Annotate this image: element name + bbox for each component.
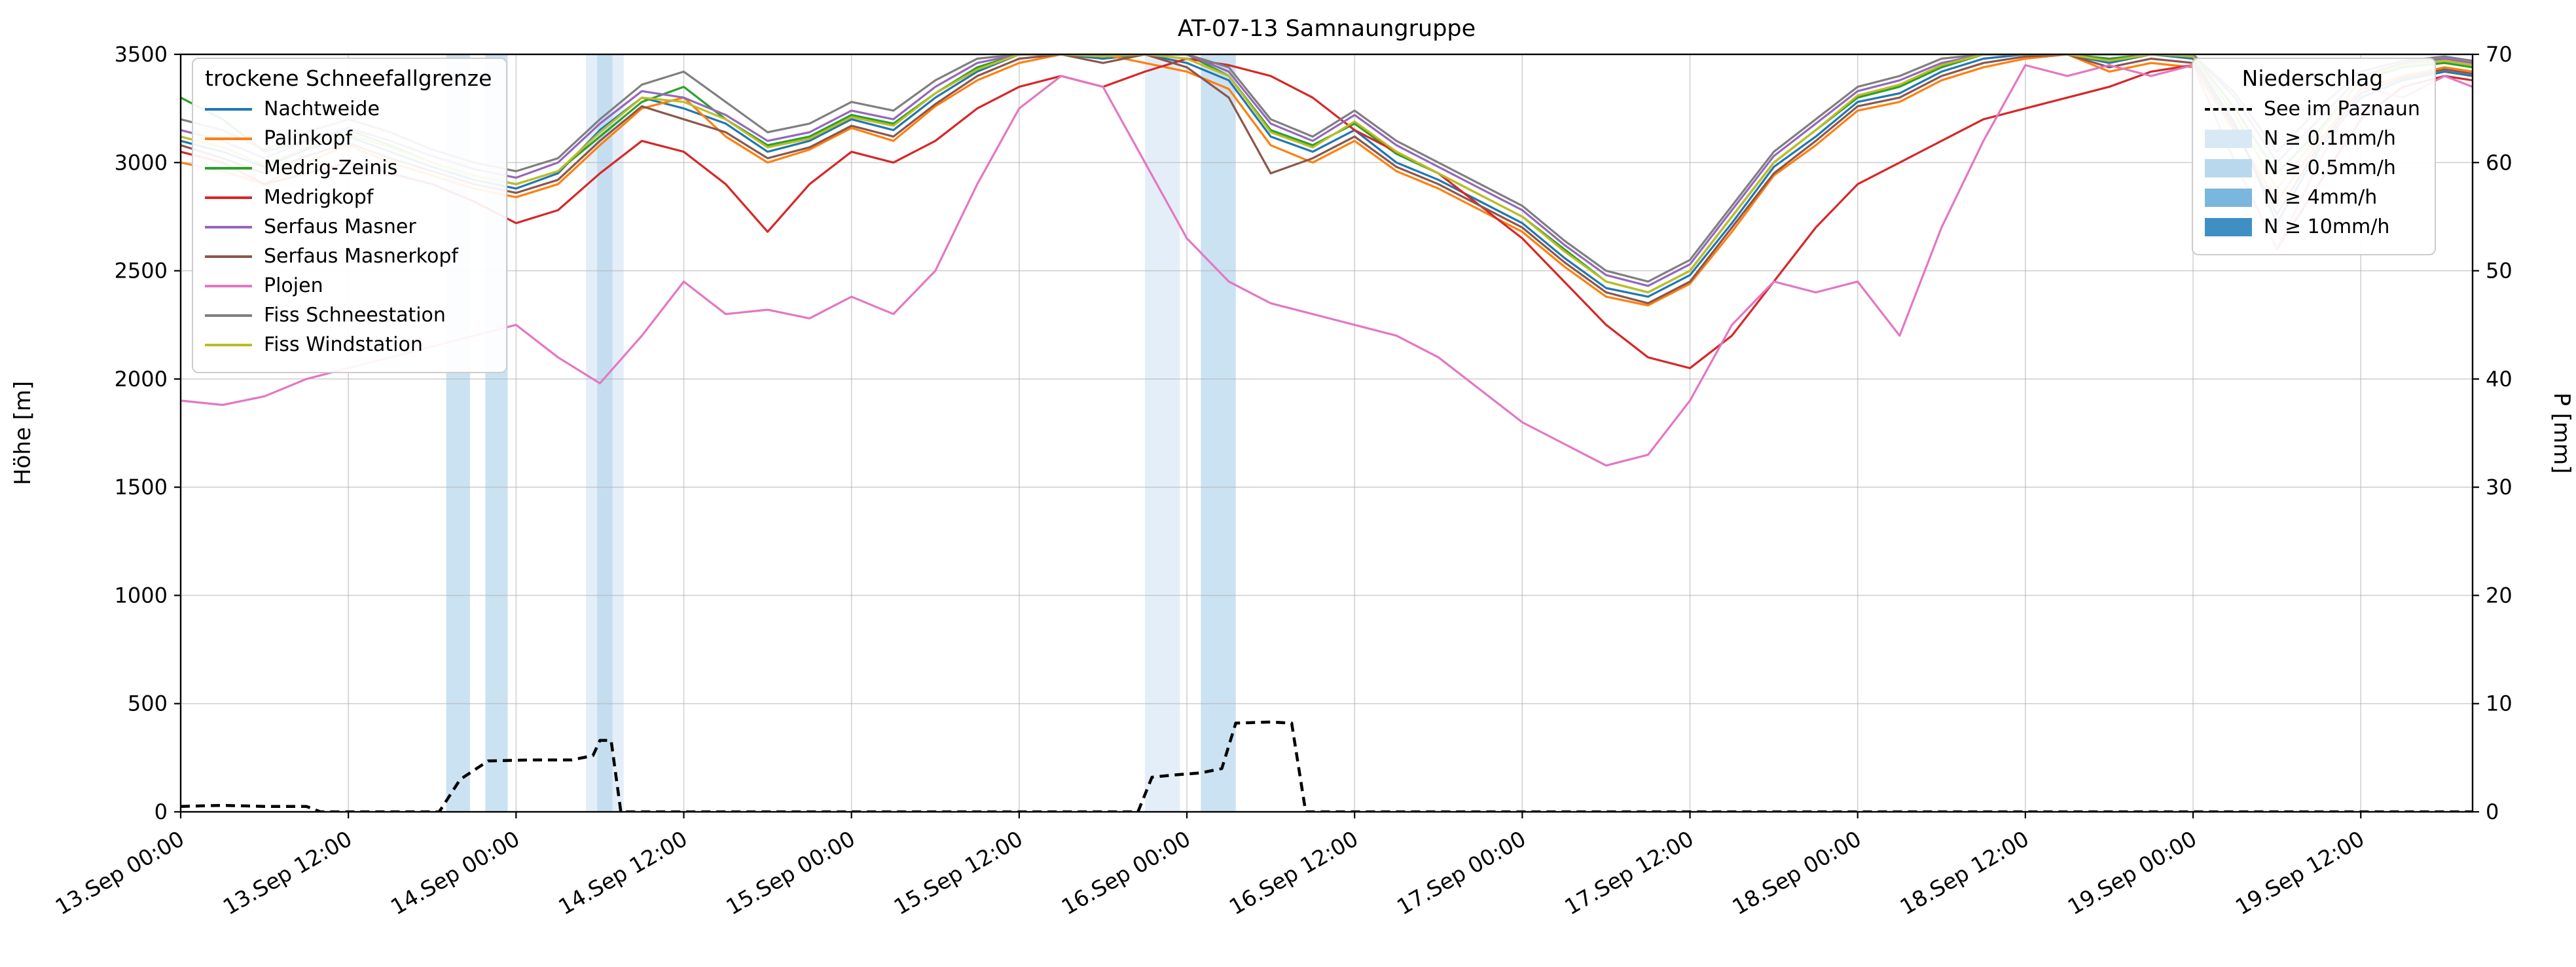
line-swatch-icon — [205, 314, 252, 317]
legend-entry-fiss-windstation: Fiss Windstation — [205, 333, 492, 356]
x-tick-label: 14.Sep 12:00 — [554, 826, 691, 920]
x-tick-label: 13.Sep 00:00 — [51, 826, 189, 920]
line-swatch-icon — [205, 137, 252, 140]
patch-swatch-icon — [2205, 188, 2252, 207]
legend-entry-label: Nachtweide — [264, 98, 380, 120]
legend-entry-label: N ≥ 4mm/h — [2264, 186, 2378, 209]
left-tick-label: 2500 — [115, 259, 168, 283]
series-line-plojen — [181, 64, 2473, 467]
x-tick-label: 15.Sep 12:00 — [890, 826, 1027, 920]
legend-entry-label: Palinkopf — [264, 127, 353, 150]
patch-swatch-icon — [2205, 158, 2252, 177]
line-swatch-icon — [205, 196, 252, 199]
legend-entry-label: N ≥ 0.5mm/h — [2264, 156, 2396, 179]
legend-entry-nachtweide: Nachtweide — [205, 98, 492, 120]
chart-title: AT-07-13 Samnaungruppe — [1178, 16, 1476, 42]
legend-entry-n-4mm-h: N ≥ 4mm/h — [2205, 186, 2420, 209]
right-tick-label: 0 — [2486, 799, 2499, 824]
series-line-serfaus-masner — [181, 54, 2473, 287]
precip-band — [1201, 54, 1236, 812]
legend-entry-label: N ≥ 10mm/h — [2264, 215, 2390, 238]
legend-entry-label: N ≥ 0.1mm/h — [2264, 127, 2396, 150]
series-line-medrigkopf — [181, 57, 2473, 369]
precip-legend: Niederschlag See im Paznaun N ≥ 0.1mm/h N … — [2192, 58, 2436, 255]
left-tick-label: 500 — [128, 691, 168, 716]
plot-area — [181, 54, 2473, 812]
line-swatch-icon — [205, 166, 252, 170]
legend-entry-label: See im Paznaun — [2264, 98, 2420, 120]
precip-line-see-im-paznaun — [181, 720, 2473, 812]
right-tick-label: 70 — [2486, 42, 2513, 67]
line-swatch-icon — [205, 343, 252, 346]
series-line-fiss-schneestation — [181, 54, 2473, 283]
x-tick-label: 17.Sep 00:00 — [1392, 826, 1530, 920]
right-tick-label: 20 — [2486, 583, 2513, 608]
precip-band — [597, 54, 613, 812]
legend-entry-serfaus-masner: Serfaus Masner — [205, 215, 492, 238]
precip-legend-rows: See im Paznaun N ≥ 0.1mm/h N ≥ 0.5mm/h N ≥ … — [2205, 98, 2420, 238]
right-axis-label: P [mm] — [2549, 392, 2575, 473]
x-tick-label: 13.Sep 12:00 — [219, 826, 356, 920]
stations-legend-rows: Nachtweide Palinkopf Medrig-Zeinis Medrigko… — [205, 98, 492, 356]
legend-entry-plojen: Plojen — [205, 274, 492, 297]
legend-entry-n-0-5mm-h: N ≥ 0.5mm/h — [2205, 156, 2420, 179]
patch-swatch-icon — [2205, 129, 2252, 148]
legend-entry-see-im-paznaun: See im Paznaun — [2205, 98, 2420, 120]
line-swatch-icon — [205, 284, 252, 287]
left-tick-label: 0 — [154, 799, 168, 824]
left-tick-label: 2000 — [115, 367, 168, 392]
right-tick-label: 40 — [2486, 367, 2513, 392]
legend-entry-fiss-schneestation: Fiss Schneestation — [205, 304, 492, 327]
line-swatch-icon — [205, 225, 252, 228]
stations-legend-title: trockene Schneefallgrenze — [205, 65, 492, 91]
legend-entry-palinkopf: Palinkopf — [205, 127, 492, 150]
right-tick-label: 30 — [2486, 475, 2513, 500]
patch-swatch-icon — [2205, 217, 2252, 236]
x-tick-label: 17.Sep 12:00 — [1560, 826, 1697, 920]
series-line-serfaus-masnerkopf — [181, 54, 2473, 304]
right-tick-label: 10 — [2486, 691, 2513, 716]
x-tick-label: 18.Sep 00:00 — [1728, 826, 1865, 920]
left-axis-label: Höhe [m] — [10, 381, 36, 485]
stations-legend: trockene Schneefallgrenze Nachtweide Pali… — [192, 58, 508, 373]
right-tick-label: 50 — [2486, 259, 2513, 283]
x-tick-label: 16.Sep 00:00 — [1057, 826, 1195, 920]
legend-entry-label: Fiss Schneestation — [264, 304, 446, 327]
left-tick-label: 3500 — [115, 42, 168, 67]
series-line-fiss-windstation — [181, 54, 2473, 294]
precip-band — [1144, 54, 1180, 812]
x-tick-label: 15.Sep 00:00 — [721, 826, 859, 920]
series-line-palinkopf — [181, 54, 2473, 307]
line-swatch-icon — [205, 255, 252, 258]
dashed-line-swatch-icon — [2205, 107, 2252, 111]
line-swatch-icon — [205, 107, 252, 111]
legend-entry-label: Medrig-Zeinis — [264, 156, 398, 179]
legend-entry-n-10mm-h: N ≥ 10mm/h — [2205, 215, 2420, 238]
legend-entry-label: Medrigkopf — [264, 186, 374, 209]
x-tick-label: 19.Sep 00:00 — [2063, 826, 2201, 920]
x-tick-label: 19.Sep 12:00 — [2231, 826, 2368, 920]
x-tick-label: 18.Sep 12:00 — [1896, 826, 2033, 920]
left-tick-label: 1000 — [115, 583, 168, 608]
x-tick-label: 14.Sep 00:00 — [386, 826, 524, 920]
axes-spines — [179, 53, 2474, 813]
legend-entry-label: Fiss Windstation — [264, 333, 423, 356]
legend-entry-medrigkopf: Medrigkopf — [205, 186, 492, 209]
left-tick-label: 3000 — [115, 150, 168, 175]
series-line-medrig-zeinis — [181, 54, 2473, 294]
right-tick-label: 60 — [2486, 150, 2513, 175]
left-tick-label: 1500 — [115, 475, 168, 500]
legend-entry-label: Plojen — [264, 274, 323, 297]
legend-entry-medrig-zeinis: Medrig-Zeinis — [205, 156, 492, 179]
x-tick-label: 16.Sep 12:00 — [1225, 826, 1362, 920]
precip-legend-title: Niederschlag — [2241, 65, 2384, 91]
legend-entry-label: Serfaus Masner — [264, 215, 416, 238]
legend-entry-n-0-1mm-h: N ≥ 0.1mm/h — [2205, 127, 2420, 150]
legend-entry-serfaus-masnerkopf: Serfaus Masnerkopf — [205, 245, 492, 268]
legend-entry-label: Serfaus Masnerkopf — [264, 245, 458, 268]
